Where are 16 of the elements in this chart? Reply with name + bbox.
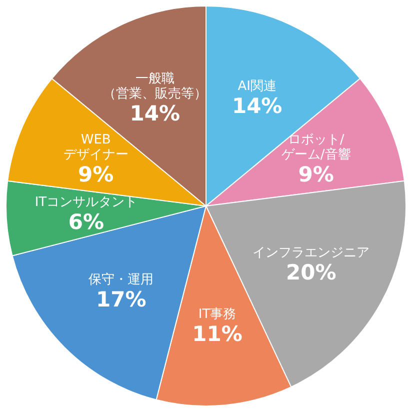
- data-label: 9%: [298, 162, 334, 186]
- slice-label: インフラエンジニア: [252, 245, 370, 260]
- slice-label: IT事務: [198, 306, 236, 322]
- slice-label: ロボット/ ゲーム/音響: [281, 132, 351, 162]
- data-label: 14%: [130, 101, 180, 126]
- slice-label: 一般職（営業、販売等）: [102, 71, 207, 102]
- data-label: 11%: [192, 322, 242, 346]
- data-label: 9%: [78, 162, 114, 186]
- data-label: 20%: [286, 260, 336, 284]
- slice-label: 保守・運用: [88, 272, 154, 288]
- data-label: 6%: [68, 210, 104, 234]
- slice-label: AI関連: [238, 78, 276, 94]
- slice-label: WEB デザイナー: [63, 132, 128, 162]
- data-label: 17%: [96, 287, 146, 312]
- data-label: 14%: [232, 94, 282, 118]
- slice-label: ITコンサルタント: [34, 195, 138, 210]
